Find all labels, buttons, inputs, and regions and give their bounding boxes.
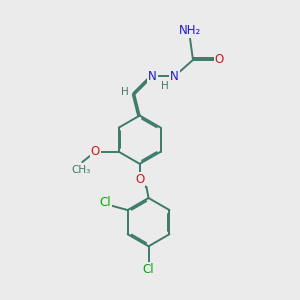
Text: N: N [148, 70, 157, 83]
Text: H: H [121, 87, 129, 97]
Text: N: N [170, 70, 179, 83]
Text: NH₂: NH₂ [179, 24, 201, 37]
Text: Cl: Cl [99, 196, 111, 209]
Text: H: H [161, 80, 169, 91]
Text: O: O [135, 172, 144, 186]
Text: CH₃: CH₃ [71, 165, 90, 175]
Text: O: O [91, 145, 100, 158]
Text: Cl: Cl [143, 263, 154, 276]
Text: O: O [215, 53, 224, 66]
